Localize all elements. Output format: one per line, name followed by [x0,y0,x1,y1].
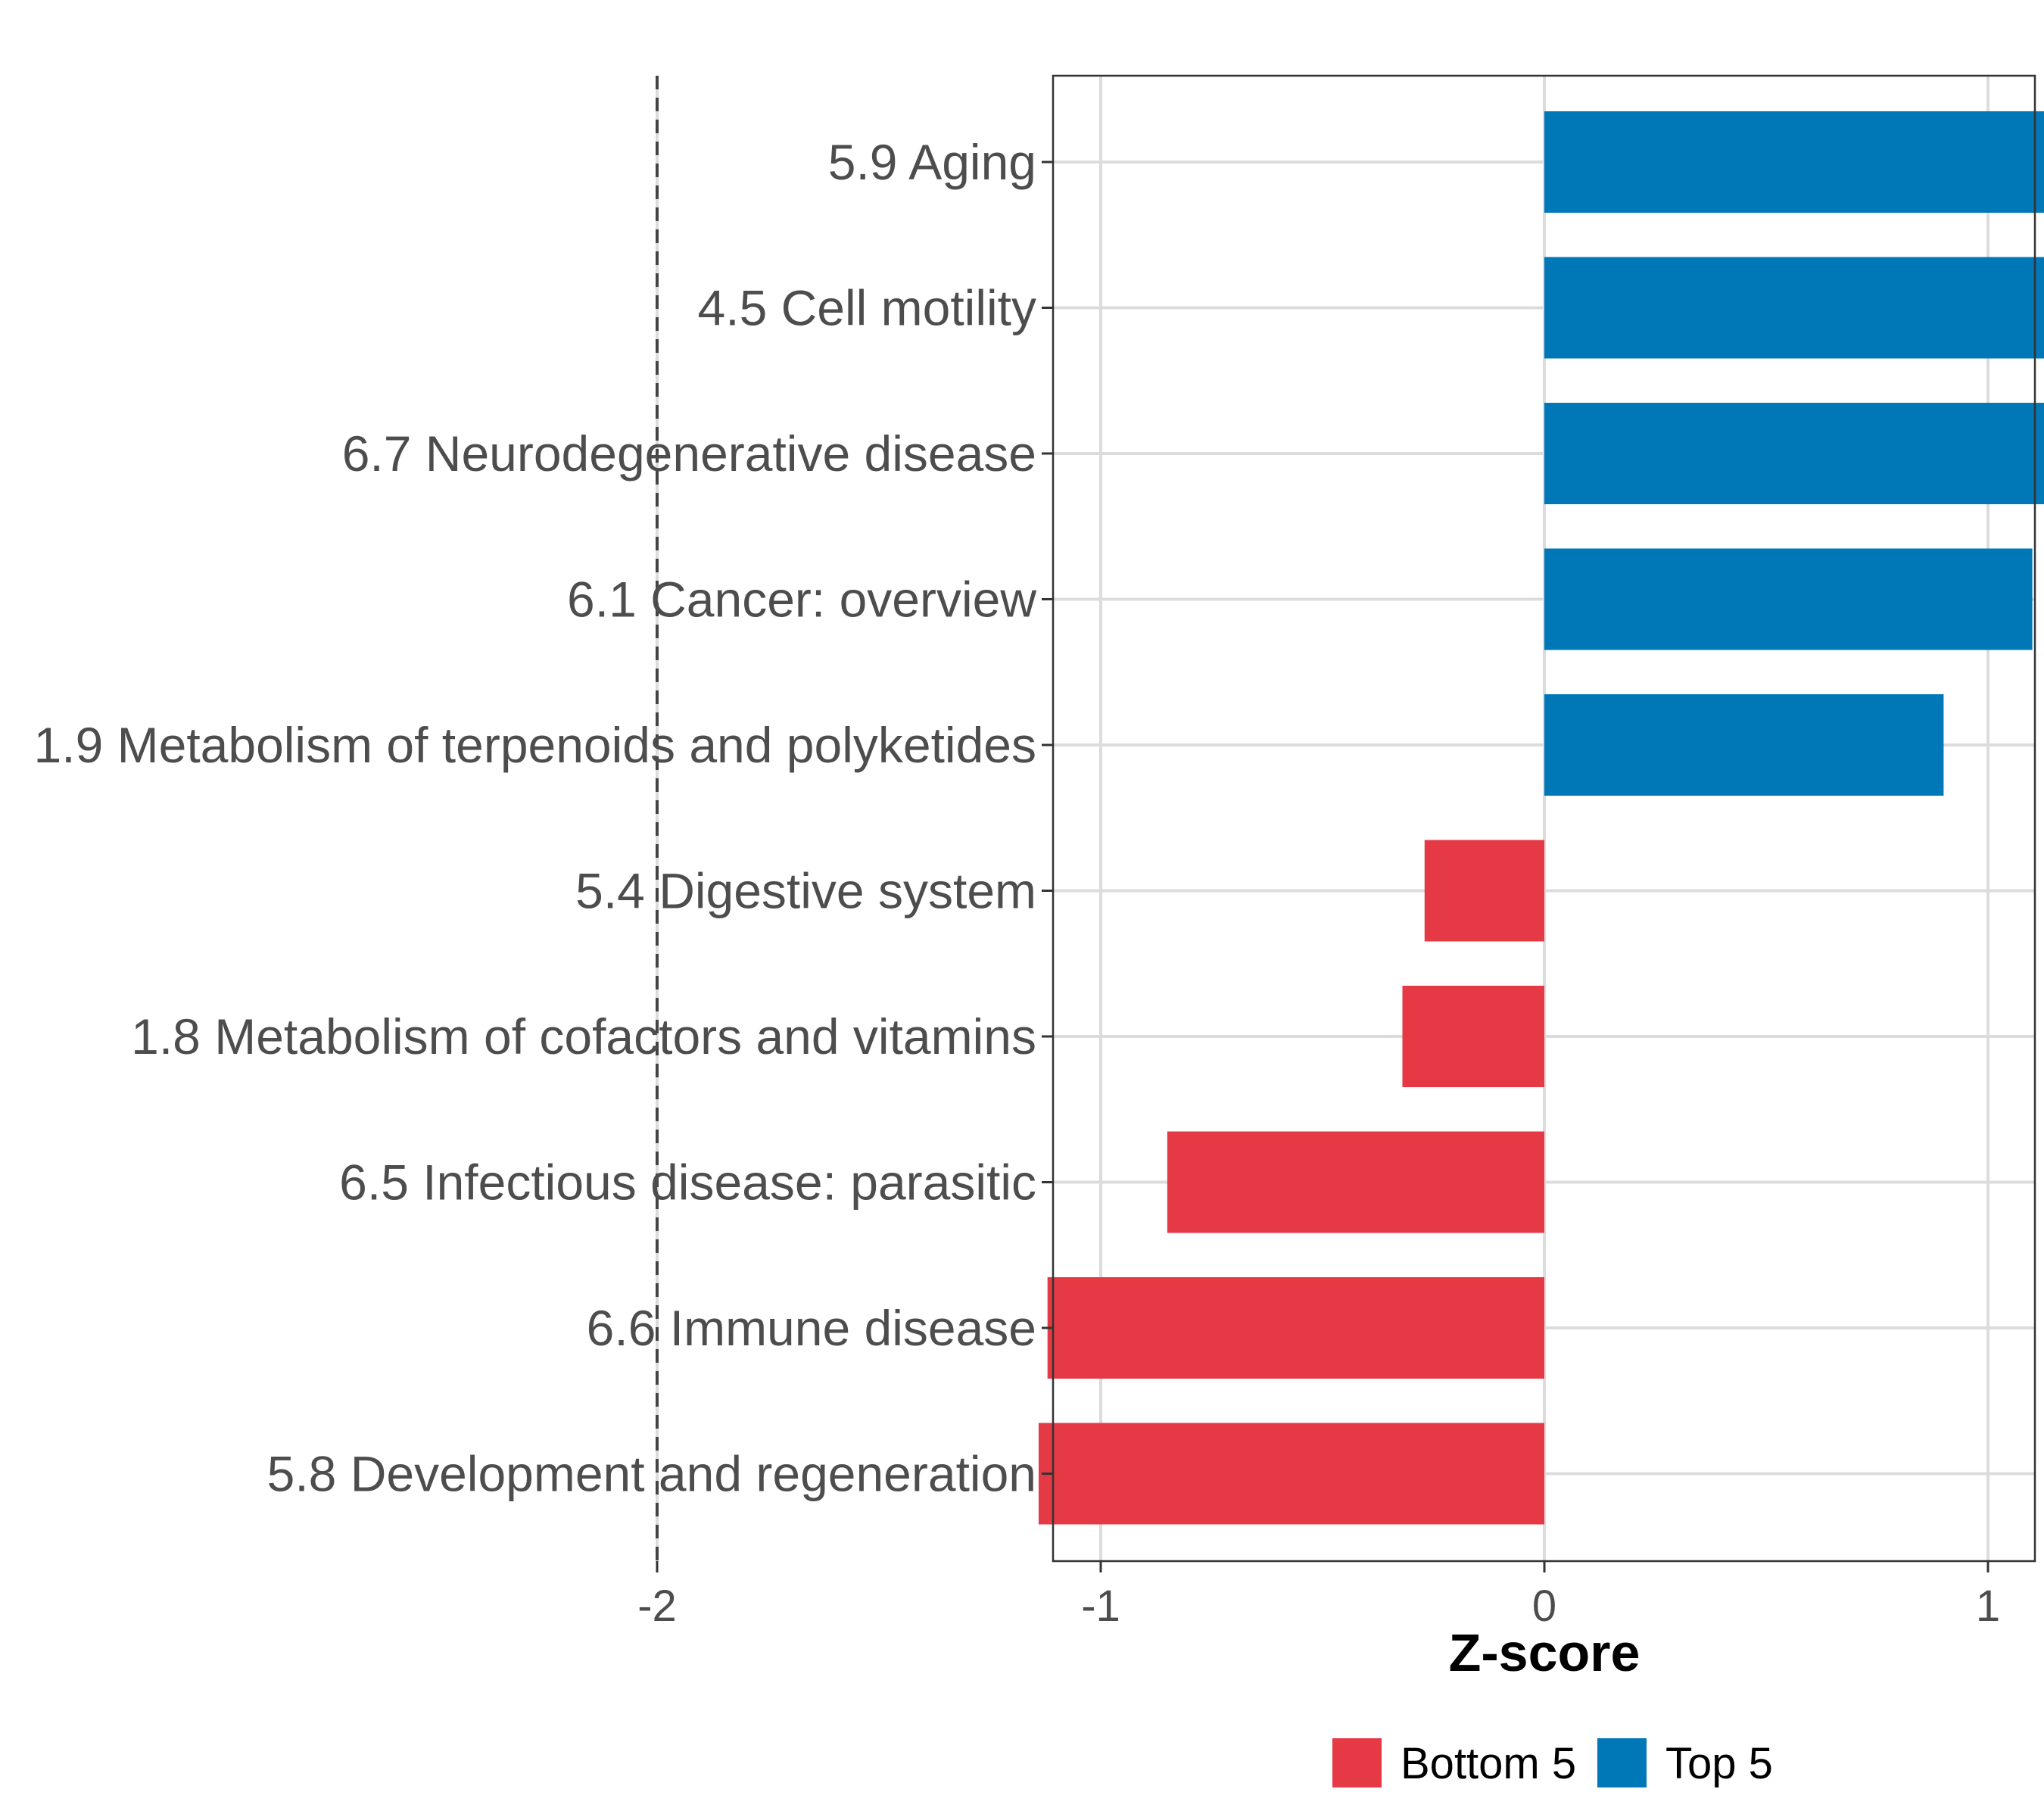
bar [1544,694,1944,796]
y-tick-label: 5.4 Digestive system [575,863,1036,919]
bar [1544,403,2044,504]
legend-label: Bottom 5 [1401,1739,1576,1788]
bar [1544,257,2044,359]
bars [1038,111,2044,1525]
y-tick-label: 6.6 Immune disease [587,1300,1036,1356]
y-tick-label: 5.9 Aging [828,134,1036,190]
bar [1544,111,2044,213]
y-tick-label: 6.1 Cancer: overview [567,572,1036,628]
legend-key [1597,1738,1647,1787]
y-tick-label: 1.8 Metabolism of cofactors and vitamins [131,1008,1036,1064]
x-axis-title: Z-score [1449,1623,1640,1682]
x-tick-label: 0 [1532,1582,1556,1631]
bar [1402,986,1544,1087]
bar [1038,1423,1544,1525]
y-tick-label: 1.9 Metabolism of terpenoids and polyket… [34,717,1036,773]
y-tick-label: 6.5 Infectious disease: parasitic [339,1155,1036,1211]
bar [1424,840,1544,942]
legend: Bottom 5 Top 5 [1332,1738,1773,1788]
x-axis-ticks: -2-1012 [637,1561,2000,1631]
bar [1544,548,2033,650]
y-tick-label: 5.8 Development and regeneration [267,1446,1036,1502]
x-tick-label: 1 [1976,1582,2000,1631]
reference-lines [656,76,659,1561]
y-tick-label: 6.7 Neurodegenerative disease [342,425,1036,482]
bar [1047,1277,1544,1379]
y-axis-ticks: 5.9 Aging 4.5 Cell motility 6.7 Neurodegen… [34,134,1053,1502]
bar [1167,1131,1544,1233]
legend-key [1332,1738,1382,1787]
x-tick-label: -1 [1081,1582,1120,1631]
y-tick-label: 4.5 Cell motility [698,280,1036,336]
x-tick-label: -2 [637,1582,677,1631]
legend-label: Top 5 [1665,1739,1773,1788]
